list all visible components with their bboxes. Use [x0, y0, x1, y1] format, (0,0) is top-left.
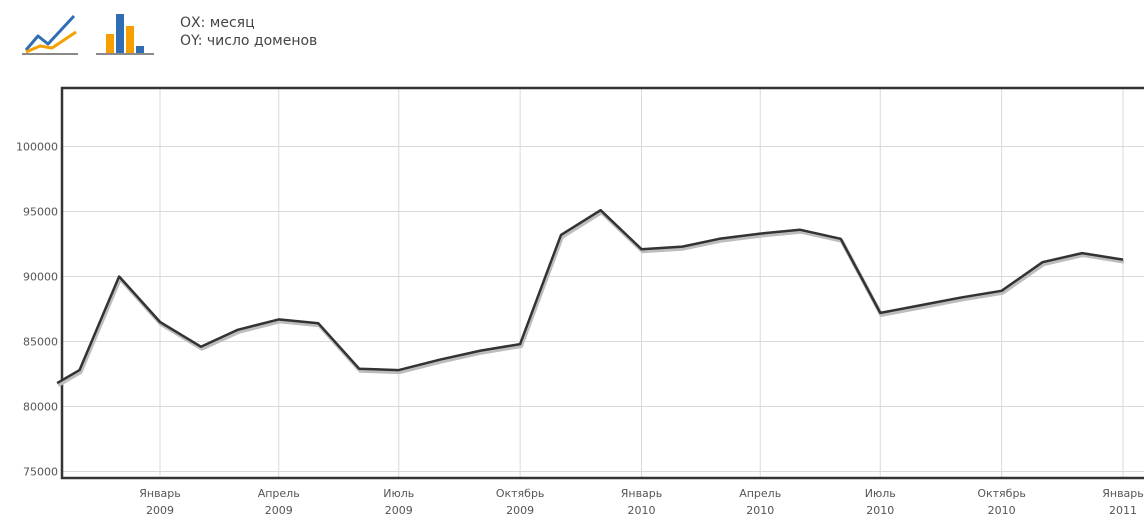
data-point [960, 295, 964, 299]
x-tick-label-year: 2009 [265, 504, 293, 517]
data-point [680, 245, 684, 249]
data-point [316, 321, 320, 325]
data-point [640, 247, 644, 251]
y-tick-label: 100000 [16, 141, 58, 154]
data-point [717, 237, 721, 241]
data-point [117, 275, 121, 279]
x-tick-label-year: 2010 [628, 504, 656, 517]
data-point [919, 303, 923, 307]
data-point [839, 237, 843, 241]
data-point [236, 328, 240, 332]
y-tick-label: 95000 [23, 206, 58, 219]
oy-label: ОY: число доменов [180, 33, 318, 49]
y-tick-label: 75000 [23, 466, 58, 479]
x-tick-label-year: 2011 [1109, 504, 1137, 517]
y-tick-label: 80000 [23, 401, 58, 414]
x-tick-label-month: Январь [139, 487, 181, 500]
data-point [55, 381, 59, 385]
x-tick-label-year: 2010 [866, 504, 894, 517]
data-point [479, 349, 483, 353]
bar-chart-button[interactable] [94, 6, 156, 60]
data-point [518, 342, 522, 346]
x-tick-label-month: Январь [1102, 487, 1144, 500]
line-chart-button[interactable] [18, 6, 80, 60]
data-point [1041, 260, 1045, 264]
x-tick-label-year: 2010 [988, 504, 1016, 517]
data-point [397, 368, 401, 372]
x-tick-label-month: Апрель [739, 487, 781, 500]
x-tick-label-year: 2009 [385, 504, 413, 517]
x-tick-label-year: 2009 [506, 504, 534, 517]
x-tick-label-month: Октябрь [977, 487, 1026, 500]
data-point [1121, 258, 1125, 262]
data-point [158, 320, 162, 324]
x-tick-label-month: Июль [383, 487, 414, 500]
x-tick-label-year: 2009 [146, 504, 174, 517]
x-tick-label-month: Июль [865, 487, 896, 500]
axis-legend: ОХ: месяц ОY: число доменов [180, 14, 317, 50]
data-point [1080, 251, 1084, 255]
data-point [438, 358, 442, 362]
data-point [78, 368, 82, 372]
data-point [559, 233, 563, 237]
data-point [199, 345, 203, 349]
chart-toolbar: ОХ: месяц ОY: число доменов [0, 0, 1144, 70]
data-point [798, 228, 802, 232]
y-tick-label: 90000 [23, 271, 58, 284]
y-tick-label: 85000 [23, 336, 58, 349]
ox-label: ОХ: месяц [180, 15, 255, 31]
data-point [277, 317, 281, 321]
line-chart-icon [22, 14, 78, 55]
x-tick-label-month: Октябрь [496, 487, 545, 500]
data-point [758, 232, 762, 236]
data-point [878, 311, 882, 315]
series-line-shadow [57, 210, 1125, 387]
data-point [599, 208, 603, 212]
x-tick-label-month: Апрель [258, 487, 300, 500]
series-line [56, 208, 1124, 385]
bar-chart-icon [96, 14, 154, 55]
data-point [357, 367, 361, 371]
data-point [1000, 289, 1004, 293]
x-tick-label-month: Январь [621, 487, 663, 500]
plot-frame [60, 86, 1144, 480]
x-tick-label-year: 2010 [746, 504, 774, 517]
